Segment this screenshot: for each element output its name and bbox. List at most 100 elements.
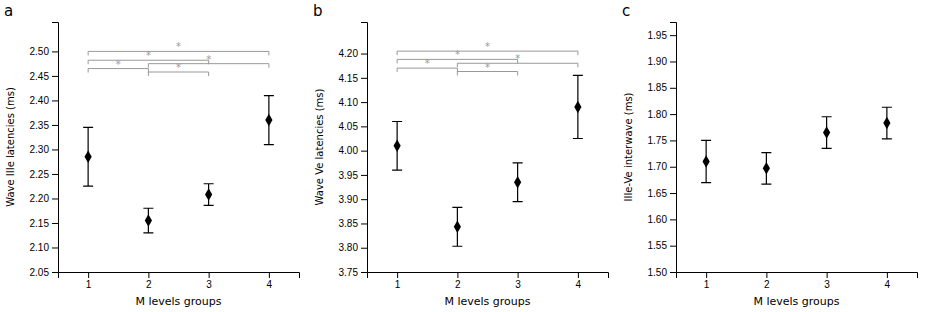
y-tick-mark <box>52 125 58 126</box>
point <box>883 117 890 129</box>
x-tick: 1 <box>395 272 401 290</box>
x-tick: 4 <box>885 272 891 290</box>
significance-star: * <box>116 59 121 70</box>
x-tick-mark <box>518 272 519 278</box>
y-axis-line <box>361 23 368 273</box>
brackets <box>397 51 578 75</box>
y-tick: 2.15 <box>30 218 58 229</box>
y-tick-mark <box>52 149 58 150</box>
y-tick-mark <box>52 174 58 175</box>
error-bar <box>513 163 523 202</box>
x-tick: 4 <box>267 272 273 290</box>
point <box>394 140 401 152</box>
panel-label: b <box>313 2 323 20</box>
significance-star: * <box>146 50 151 61</box>
error-bar <box>452 207 462 246</box>
y-tick-label: 3.85 <box>339 218 359 229</box>
y-tick-label: 1.75 <box>648 135 668 146</box>
y-tick-label: 2.30 <box>30 144 50 155</box>
y-tick: 3.75 <box>339 267 367 278</box>
x-axis-title: M levels groups <box>444 295 530 308</box>
y-tick-mark <box>52 51 58 52</box>
x-tick-mark <box>887 272 888 278</box>
error-bar <box>573 75 583 138</box>
brackets <box>88 51 269 76</box>
x-axis-line <box>368 273 609 279</box>
x-tick: 1 <box>86 272 92 290</box>
error-bar <box>701 140 711 182</box>
error-bar <box>83 127 93 186</box>
y-axis: 3.753.803.853.903.954.004.054.104.154.20 <box>339 23 368 278</box>
y-tick-mark <box>670 272 676 273</box>
panel-label: c <box>622 2 630 20</box>
x-axis: 1234 <box>59 272 300 290</box>
error-bar <box>264 96 274 145</box>
y-tick-label: 2.10 <box>30 242 50 253</box>
x-tick-mark <box>578 272 579 278</box>
significance-star: * <box>206 54 211 65</box>
y-tick-label: 1.95 <box>648 30 668 41</box>
x-tick-label: 4 <box>576 279 582 290</box>
x-axis-title: M levels groups <box>753 295 839 308</box>
y-tick-label: 1.60 <box>648 214 668 225</box>
x-tick: 3 <box>515 272 521 290</box>
y-tick: 2.45 <box>30 71 58 82</box>
y-tick: 1.90 <box>648 56 676 67</box>
y-tick-label: 1.70 <box>648 161 668 172</box>
x-axis-line <box>677 273 918 279</box>
y-tick-label: 4.20 <box>339 48 359 59</box>
y-tick: 1.65 <box>648 188 676 199</box>
point <box>145 214 152 226</box>
y-tick: 4.10 <box>339 97 367 108</box>
y-tick: 1.80 <box>648 109 676 120</box>
y-tick-mark <box>670 114 676 115</box>
x-tick-label: 3 <box>515 279 521 290</box>
y-tick-mark <box>670 88 676 89</box>
y-tick: 2.10 <box>30 242 58 253</box>
y-tick: 2.20 <box>30 193 58 204</box>
y-tick-mark <box>361 272 367 273</box>
y-axis-line <box>670 23 677 273</box>
y-tick-mark <box>361 248 367 249</box>
y-tick: 2.50 <box>30 46 58 57</box>
x-tick-label: 4 <box>267 279 273 290</box>
y-tick-mark <box>670 140 676 141</box>
plot-area <box>83 51 274 232</box>
y-tick-mark <box>670 193 676 194</box>
y-tick: 2.40 <box>30 95 58 106</box>
y-tick-mark <box>670 61 676 62</box>
y-tick-mark <box>52 247 58 248</box>
x-tick-label: 2 <box>455 279 461 290</box>
y-tick-label: 2.15 <box>30 218 50 229</box>
y-tick-mark <box>52 223 58 224</box>
point <box>514 176 521 188</box>
y-tick: 1.85 <box>648 82 676 93</box>
point <box>265 114 272 126</box>
y-tick-label: 2.45 <box>30 71 50 82</box>
x-tick: 3 <box>206 272 212 290</box>
y-tick-label: 3.95 <box>339 170 359 181</box>
x-tick-mark <box>269 272 270 278</box>
x-tick: 3 <box>824 272 830 290</box>
y-axis: 2.052.102.152.202.252.302.352.402.452.50 <box>30 23 59 278</box>
x-tick-label: 3 <box>206 279 212 290</box>
y-tick-label: 1.85 <box>648 82 668 93</box>
x-tick-label: 1 <box>395 279 401 290</box>
y-tick-mark <box>361 223 367 224</box>
y-tick-label: 4.00 <box>339 145 359 156</box>
y-tick-label: 1.55 <box>648 240 668 251</box>
significance-star: * <box>455 49 460 60</box>
significance-star: * <box>176 62 181 73</box>
y-tick-mark <box>361 175 367 176</box>
y-tick-label: 1.50 <box>648 267 668 278</box>
y-tick-mark <box>361 199 367 200</box>
point <box>763 162 770 174</box>
point <box>205 188 212 200</box>
x-tick-mark <box>397 272 398 278</box>
y-tick-label: 3.80 <box>339 242 359 253</box>
panel: 12341.501.551.601.651.701.751.801.851.90… <box>622 2 918 308</box>
figure: 12342.052.102.152.202.252.302.352.402.45… <box>0 0 927 312</box>
y-tick-label: 3.75 <box>339 267 359 278</box>
y-tick-mark <box>361 126 367 127</box>
y-tick: 1.75 <box>648 135 676 146</box>
